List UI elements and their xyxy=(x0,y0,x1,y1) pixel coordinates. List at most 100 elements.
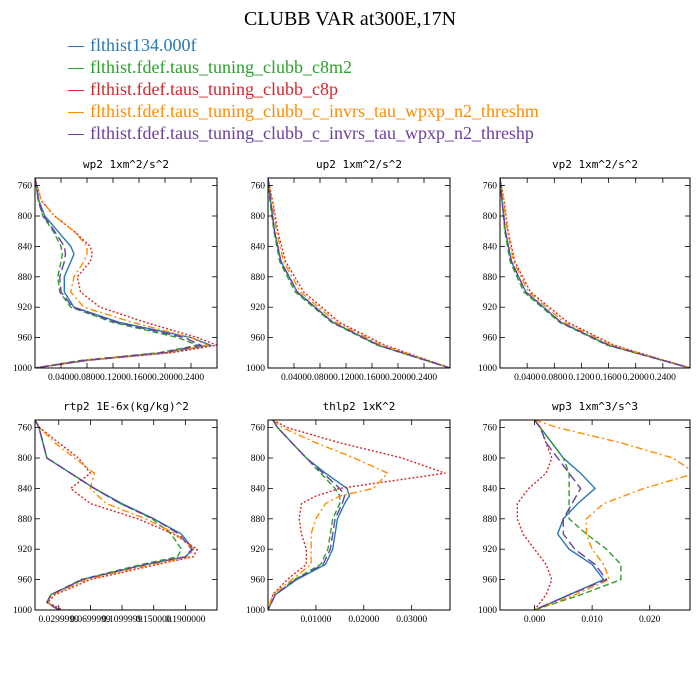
series-group xyxy=(268,178,450,368)
series-line xyxy=(268,420,446,610)
x-tick-label: 0.1600 xyxy=(126,373,152,383)
x-tick-label: 0.010 xyxy=(581,615,603,625)
x-tick-label: 0.01000 xyxy=(300,615,331,625)
legend-line-icon xyxy=(68,112,84,114)
legend-entry: flthist.fdef.taus_tuning_clubb_c8m2 xyxy=(68,56,539,78)
series-line xyxy=(35,178,204,368)
series-line xyxy=(35,420,183,610)
y-tick-label: 800 xyxy=(251,454,266,464)
legend-line-icon xyxy=(68,134,84,136)
series-line xyxy=(268,178,450,368)
series-line xyxy=(35,420,193,610)
y-tick-label: 1000 xyxy=(478,606,497,616)
series-group xyxy=(268,420,446,610)
y-tick-label: 920 xyxy=(483,303,498,313)
chart-panel: wp2 1xm^2/s^2 760 800 840 880 920 960 1000 0.040… xyxy=(13,158,218,383)
series-line xyxy=(35,420,195,610)
series-group xyxy=(35,420,199,610)
legend-entry: flthist.fdef.taus_tuning_clubb_c_invrs_t… xyxy=(68,122,539,144)
x-tick-label: 0.0400 xyxy=(514,373,540,383)
legend: flthist134.000f flthist.fdef.taus_tuning… xyxy=(68,34,539,144)
y-tick-label: 800 xyxy=(18,212,33,222)
series-line xyxy=(533,420,605,610)
series-line xyxy=(268,420,389,610)
panel-title: rtp2 1E-6x(kg/kg)^2 xyxy=(63,400,189,413)
y-tick-label: 840 xyxy=(483,484,498,494)
series-group xyxy=(516,420,690,610)
x-tick-label: 0.0800 xyxy=(307,373,333,383)
y-tick-label: 880 xyxy=(18,515,33,525)
y-tick-label: 920 xyxy=(18,303,33,313)
x-tick-label: 0.150000 xyxy=(136,615,172,625)
y-tick-label: 920 xyxy=(18,545,33,555)
series-group xyxy=(500,178,690,368)
x-tick-label: 0.2000 xyxy=(385,373,411,383)
chart-panel: up2 1xm^2/s^2 760 800 840 880 920 960 1000 0.040… xyxy=(246,158,451,383)
series-line xyxy=(268,178,450,368)
series-line xyxy=(35,178,210,368)
y-tick-label: 760 xyxy=(483,182,498,192)
x-tick-label: 0.000 xyxy=(524,615,546,625)
y-tick-label: 840 xyxy=(18,242,33,252)
y-tick-label: 800 xyxy=(483,212,498,222)
panel-frame xyxy=(267,419,451,611)
x-tick-label: 0.1900000 xyxy=(165,615,206,625)
chart-panel: vp2 1xm^2/s^2 760 800 840 880 920 960 1000 0.040… xyxy=(478,158,691,383)
panel-frame xyxy=(34,177,218,369)
panel-title: thlp2 1xK^2 xyxy=(323,400,396,413)
panel-title: up2 1xm^2/s^2 xyxy=(316,158,402,171)
series-line xyxy=(35,178,217,368)
panel-frame xyxy=(267,177,451,369)
series-line xyxy=(516,420,553,610)
y-tick-label: 800 xyxy=(18,454,33,464)
y-tick-label: 880 xyxy=(251,273,266,283)
series-line xyxy=(268,420,341,610)
chart-panel: rtp2 1E-6x(kg/kg)^2 760 800 840 880 920 960 100… xyxy=(13,400,218,625)
y-tick-label: 1000 xyxy=(13,606,32,616)
series-line xyxy=(35,178,214,368)
series-group xyxy=(35,178,217,368)
x-tick-label: 0.1600 xyxy=(596,373,622,383)
x-tick-label: 0.2400 xyxy=(178,373,204,383)
legend-line-icon xyxy=(68,46,84,48)
y-tick-label: 760 xyxy=(18,424,33,434)
x-tick-label: 0.0800 xyxy=(74,373,100,383)
y-tick-label: 880 xyxy=(483,515,498,525)
legend-label: flthist134.000f xyxy=(90,35,197,55)
y-tick-label: 1000 xyxy=(478,364,497,374)
y-tick-label: 920 xyxy=(251,303,266,313)
x-tick-label: 0.0699999 xyxy=(70,615,111,625)
series-line xyxy=(533,420,608,610)
series-line xyxy=(268,178,450,368)
y-tick-label: 960 xyxy=(483,576,498,586)
series-line xyxy=(268,178,450,368)
y-tick-label: 920 xyxy=(483,545,498,555)
x-tick-label: 0.2400 xyxy=(411,373,437,383)
series-line xyxy=(500,178,690,368)
y-tick-label: 1000 xyxy=(13,364,32,374)
x-tick-label: 0.02000 xyxy=(348,615,379,625)
y-tick-label: 960 xyxy=(251,576,266,586)
panel-title: vp2 1xm^2/s^2 xyxy=(552,158,638,171)
y-tick-label: 880 xyxy=(251,515,266,525)
y-tick-label: 1000 xyxy=(246,606,265,616)
y-tick-label: 760 xyxy=(251,424,266,434)
x-tick-label: 0.1200 xyxy=(568,373,594,383)
y-tick-label: 960 xyxy=(18,334,33,344)
y-tick-label: 840 xyxy=(251,242,266,252)
legend-label: flthist.fdef.taus_tuning_clubb_c_invrs_t… xyxy=(90,101,539,121)
y-tick-label: 840 xyxy=(483,242,498,252)
y-tick-label: 960 xyxy=(18,576,33,586)
y-tick-label: 760 xyxy=(18,182,33,192)
x-tick-label: 0.0400 xyxy=(281,373,307,383)
panel-frame xyxy=(34,419,218,611)
x-tick-label: 0.2000 xyxy=(152,373,178,383)
legend-entry: flthist.fdef.taus_tuning_clubb_c_invrs_t… xyxy=(68,100,539,122)
x-tick-label: 0.0400 xyxy=(48,373,74,383)
x-tick-label: 0.1600 xyxy=(359,373,385,383)
legend-line-icon xyxy=(68,68,84,70)
y-tick-label: 840 xyxy=(18,484,33,494)
series-line xyxy=(35,178,201,368)
y-tick-label: 760 xyxy=(483,424,498,434)
